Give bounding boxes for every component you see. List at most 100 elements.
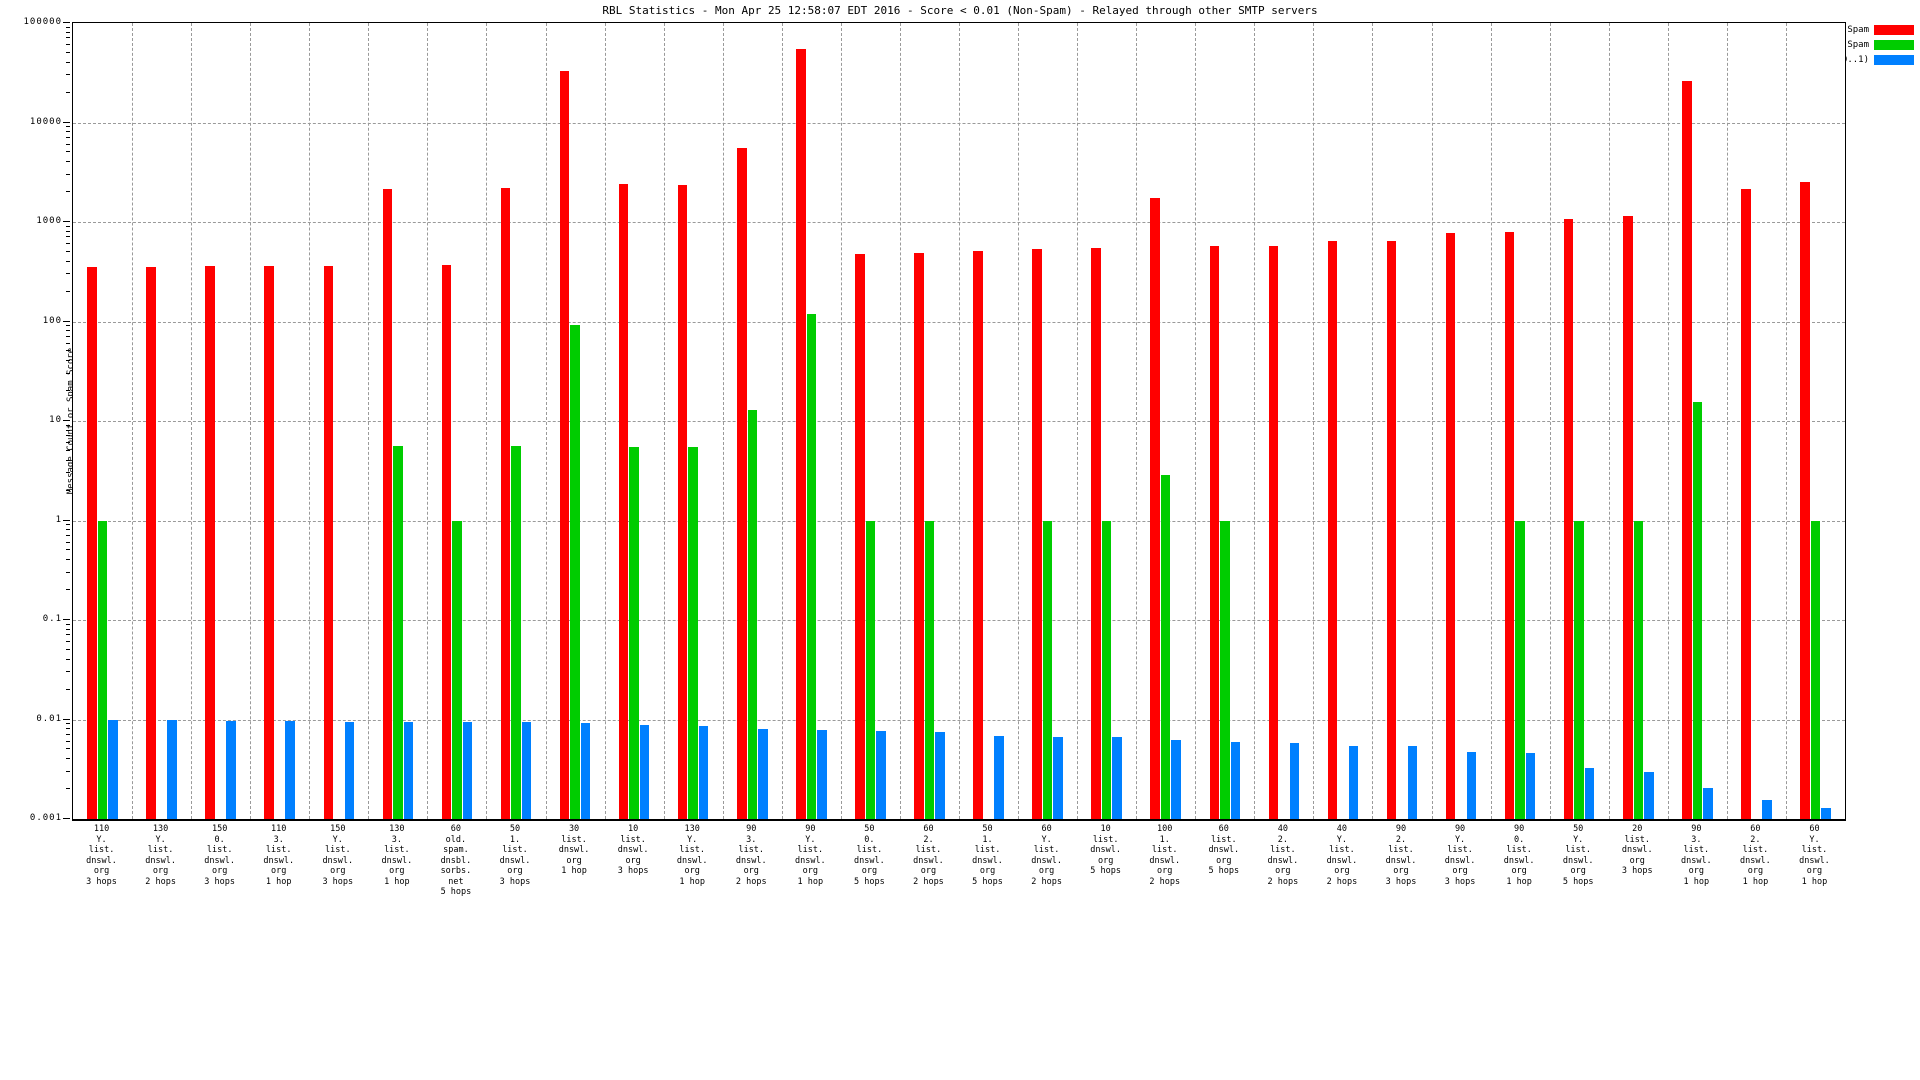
bar-not-spam xyxy=(1327,241,1338,819)
x-axis-label-line: org xyxy=(1275,866,1291,876)
x-axis-label-line: 2 hops xyxy=(1031,876,1062,887)
bar-group xyxy=(191,23,250,819)
x-axis-label-line: 20 xyxy=(1632,824,1643,834)
x-axis-label-line: dnswl. xyxy=(1385,855,1417,866)
gridline-vertical xyxy=(1549,23,1551,819)
x-axis-label-line: list. xyxy=(502,845,528,855)
bar-spam xyxy=(452,520,462,819)
y-tick-minor xyxy=(66,37,70,39)
y-tick-minor xyxy=(66,136,70,138)
bar-not-spam xyxy=(1741,188,1751,819)
x-axis-label-line: list. xyxy=(1565,845,1591,855)
gridline-vertical xyxy=(191,23,193,819)
gridline-vertical xyxy=(781,23,783,819)
x-axis-label-line: 5 hops xyxy=(1090,866,1122,876)
x-axis-tick-label: 60 Y. list. dnswl. org 1 hop xyxy=(1785,824,1844,887)
x-axis-tick-label: 50 0. list. dnswl. org 5 hops xyxy=(840,824,899,887)
x-axis-label-line: org xyxy=(1629,855,1645,866)
x-axis-label-line: dnswl. xyxy=(913,855,944,866)
bar-group xyxy=(900,23,959,819)
x-axis-label-line: org xyxy=(1452,866,1468,876)
x-axis-label-line: org xyxy=(684,866,700,876)
gridline-vertical xyxy=(1490,23,1492,819)
gridline-vertical xyxy=(959,23,960,819)
x-axis-label-line: 2 hops xyxy=(1267,876,1299,887)
x-axis-label-line: dnswl. xyxy=(86,855,117,866)
x-axis-label-line: 2. xyxy=(923,834,934,845)
bar-spam xyxy=(1042,520,1053,819)
x-axis-label-line: 1 hop xyxy=(1742,876,1769,887)
y-tick-minor xyxy=(66,342,70,344)
x-axis-label-line: 1. xyxy=(982,834,993,845)
y-tick-minor xyxy=(66,74,70,76)
x-axis-label-line: org xyxy=(271,866,287,876)
bar-group xyxy=(368,23,427,819)
x-axis-label-line: spam. xyxy=(443,845,469,855)
bar-score xyxy=(1348,745,1359,819)
x-axis-label-line: 2. xyxy=(1395,834,1407,845)
y-tick-minor xyxy=(66,230,70,232)
y-tick-minor xyxy=(66,641,70,643)
x-axis-label-line: dnswl. xyxy=(735,855,767,866)
x-axis-label-line: 3. xyxy=(1691,834,1702,845)
x-axis-label-line: org xyxy=(1157,866,1173,876)
legend-swatch-spam xyxy=(1874,39,1914,50)
x-axis-label-line: dnswl. xyxy=(1799,855,1830,866)
x-axis-label-line: list. xyxy=(1683,845,1710,855)
y-tick-minor xyxy=(66,534,70,536)
bar-score xyxy=(226,720,236,819)
y-tick-minor xyxy=(66,442,70,444)
x-axis-label-line: 40 xyxy=(1336,824,1348,834)
x-axis-label-line: 130 xyxy=(684,824,700,834)
x-axis-label-line: list. xyxy=(1742,845,1769,855)
bar-not-spam xyxy=(559,70,570,819)
bar-spam xyxy=(688,446,698,819)
x-axis-label-line: org xyxy=(389,866,405,876)
y-tick-major xyxy=(63,619,70,620)
x-axis-label-line: dnswl. xyxy=(381,855,413,866)
y-tick-major xyxy=(63,420,70,421)
y-tick-minor xyxy=(66,260,70,262)
x-axis-tick-label: 130 Y. list. dnswl. org 1 hop xyxy=(663,824,722,887)
y-tick-minor xyxy=(66,372,70,374)
y-tick-minor xyxy=(66,733,70,735)
bar-spam xyxy=(1810,520,1821,819)
x-axis-label-line: 1 hop xyxy=(561,866,587,876)
x-axis-tick-label: 10 list. dnswl. org 3 hops xyxy=(604,824,663,877)
x-axis-label-line: list. xyxy=(384,845,410,855)
x-axis-label-line: list. xyxy=(856,845,883,855)
x-axis-label-line: list. xyxy=(620,834,646,845)
x-axis-label-line: dnswl. xyxy=(617,845,649,855)
x-axis-label-line: org xyxy=(211,866,228,876)
y-tick-minor xyxy=(66,91,70,93)
y-tick-minor xyxy=(66,325,70,327)
bar-spam xyxy=(1220,520,1230,819)
y-tick-minor xyxy=(66,524,70,526)
x-axis-label-line: Y. xyxy=(332,834,343,845)
y-tick-minor xyxy=(66,728,70,730)
y-tick-minor xyxy=(66,61,70,63)
x-axis-label-line: dnswl. xyxy=(1326,855,1358,866)
bar-score xyxy=(758,728,768,819)
y-tick-minor xyxy=(66,748,70,750)
y-tick-minor xyxy=(66,335,70,337)
y-tick-minor xyxy=(66,628,70,630)
bar-score xyxy=(1525,752,1536,819)
x-axis-label-line: 5 hops xyxy=(854,876,885,887)
x-axis-label-line: 60 xyxy=(450,824,462,834)
x-axis-label-line: Y. xyxy=(155,834,166,845)
x-axis-label-line: org xyxy=(507,866,523,876)
x-axis-label-line: 30 xyxy=(568,824,580,834)
bar-score xyxy=(580,722,591,819)
x-axis-label-line: Y. xyxy=(805,834,816,845)
x-axis-label-line: Y. xyxy=(96,834,107,845)
x-axis-label-line: 2. xyxy=(1277,834,1288,845)
bar-score xyxy=(1703,787,1713,819)
x-axis-label-line: dnswl. xyxy=(204,855,236,866)
y-tick-minor xyxy=(66,273,70,275)
bar-score xyxy=(1171,739,1181,819)
y-tick-label: 100 xyxy=(42,315,62,326)
x-axis-label-line: 1 hop xyxy=(679,876,705,887)
y-tick-minor xyxy=(66,131,70,133)
x-axis-label-line: org xyxy=(1747,866,1764,876)
